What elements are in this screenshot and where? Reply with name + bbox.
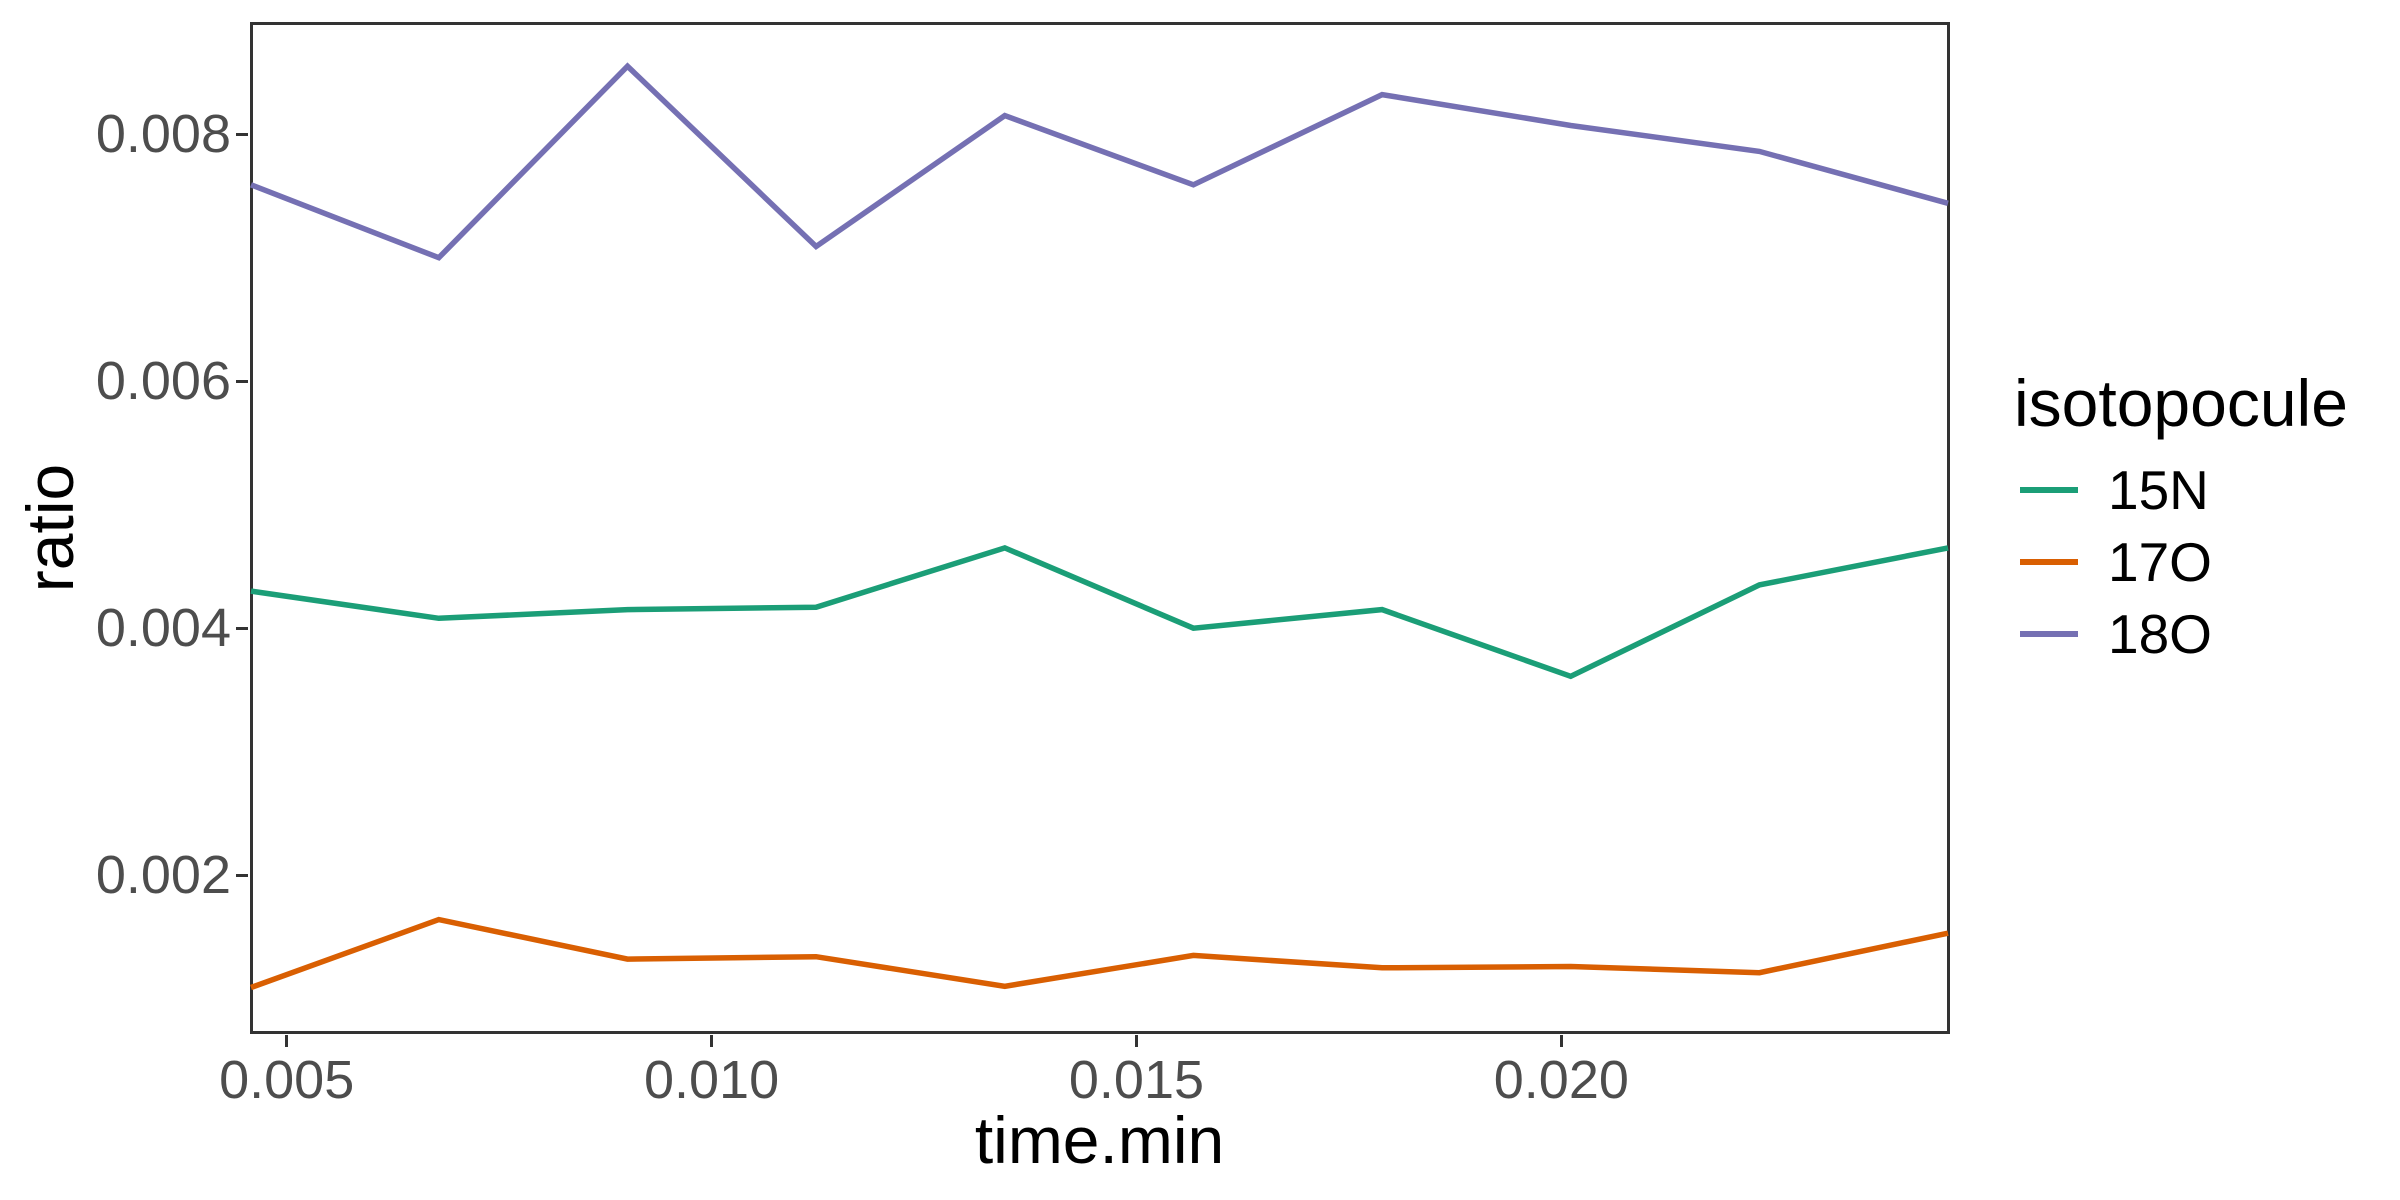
- legend-label: 17O: [2108, 531, 2212, 593]
- legend: isotopocule 15N 17O 18O: [2014, 366, 2348, 670]
- x-tick-mark-0.005: [285, 1035, 289, 1047]
- y-tick-mark-0.002: [236, 873, 248, 877]
- legend-key-line-15N: [2020, 487, 2078, 493]
- x-tick-label: 0.020: [1493, 1050, 1629, 1110]
- legend-item-17O: 17O: [2014, 526, 2348, 598]
- y-tick-mark-0.004: [236, 626, 248, 630]
- legend-item-18O: 18O: [2014, 598, 2348, 670]
- x-tick-label: 0.010: [643, 1050, 780, 1110]
- legend-item-15N: 15N: [2014, 454, 2348, 526]
- x-tick-mark-0.015: [1134, 1035, 1138, 1047]
- y-axis-title: ratio: [13, 463, 87, 592]
- y-tick-label: 0.002: [95, 845, 231, 906]
- y-tick-mark-0.006: [236, 379, 248, 383]
- y-tick-label: 0.004: [95, 598, 231, 659]
- x-tick-mark-0.020: [1559, 1035, 1563, 1047]
- plot-panel: [249, 21, 1950, 1034]
- x-tick-mark-0.010: [710, 1035, 714, 1047]
- legend-items: 15N 17O 18O: [2014, 454, 2348, 670]
- legend-title: isotopocule: [2014, 366, 2348, 440]
- series-line-15N: [250, 544, 1949, 680]
- y-tick-mark-0.008: [236, 132, 248, 136]
- y-tick-label: 0.006: [95, 351, 231, 412]
- legend-label: 18O: [2108, 603, 2212, 665]
- series-line-18O: [250, 62, 1949, 261]
- x-axis-title: time.min: [974, 1103, 1225, 1177]
- x-tick-label: 0.015: [1068, 1050, 1205, 1110]
- y-tick-label: 0.008: [95, 104, 231, 165]
- series-line-17O: [250, 916, 1949, 991]
- legend-label: 15N: [2108, 459, 2209, 521]
- legend-key-line-18O: [2020, 631, 2078, 637]
- legend-key-line-17O: [2020, 559, 2078, 565]
- x-tick-label: 0.005: [219, 1050, 355, 1110]
